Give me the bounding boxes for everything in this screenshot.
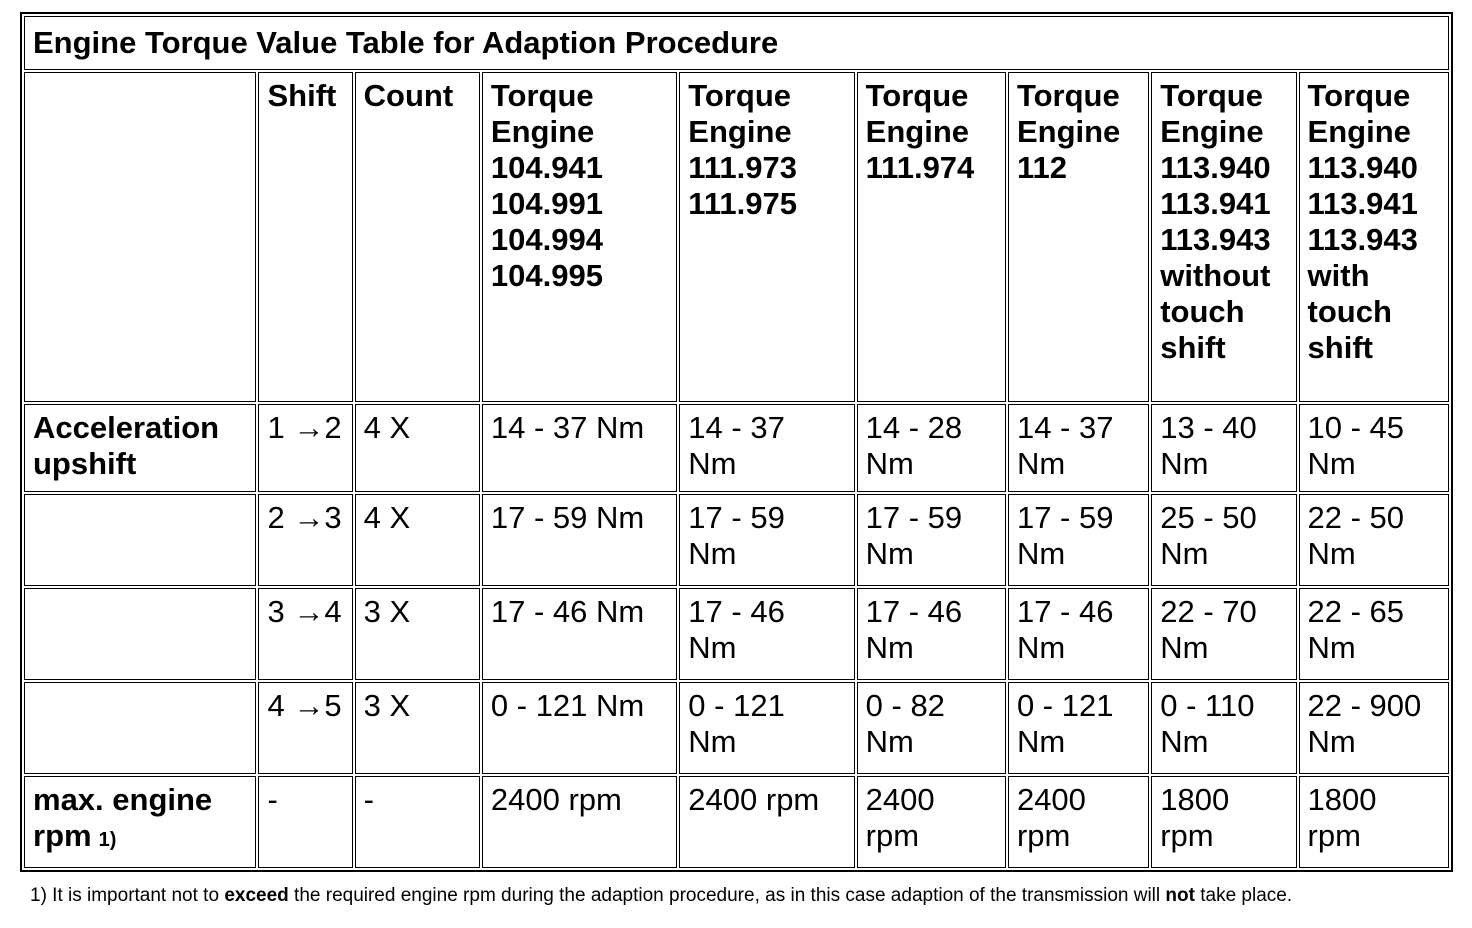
header-cell-engine-111-974: Torque Engine 111.974 <box>856 72 1006 402</box>
value-cell: 22 - 70 Nm <box>1151 588 1297 680</box>
value-cell: 0 - 121 Nm <box>1007 682 1150 774</box>
table-title: Engine Torque Value Table for Adaption P… <box>24 16 1449 70</box>
row-label-cell <box>24 588 257 680</box>
value-cell: 2400 rpm <box>856 776 1006 868</box>
shift-cell: 3 →4 <box>258 588 353 680</box>
value-cell: 17 - 59 Nm <box>481 494 678 586</box>
value-cell: 17 - 46 Nm <box>1007 588 1150 680</box>
footnote-bold-not: not <box>1165 885 1195 906</box>
value-cell: 2400 rpm <box>1007 776 1150 868</box>
shift-cell: 2 →3 <box>258 494 353 586</box>
value-cell: 14 - 28 Nm <box>856 404 1006 492</box>
value-cell: 2400 rpm <box>679 776 855 868</box>
row-label-cell <box>24 494 257 586</box>
value-cell: 22 - 65 Nm <box>1298 588 1449 680</box>
value-cell: 17 - 46 Nm <box>856 588 1006 680</box>
value-cell: 0 - 82 Nm <box>856 682 1006 774</box>
table-title-row: Engine Torque Value Table for Adaption P… <box>24 16 1449 70</box>
value-cell: 17 - 59 Nm <box>1007 494 1150 586</box>
footnote-text: take place. <box>1194 885 1293 906</box>
value-cell: 14 - 37 Nm <box>481 404 678 492</box>
footnote-ref: 1) <box>98 828 117 851</box>
value-cell: 22 - 900 Nm <box>1298 682 1449 774</box>
engine-torque-table: Engine Torque Value Table for Adaption P… <box>20 12 1453 872</box>
value-cell: 17 - 59 Nm <box>856 494 1006 586</box>
row-label-cell: Acceleration upshift <box>24 404 257 492</box>
value-cell: 17 - 46 Nm <box>679 588 855 680</box>
value-cell: 0 - 110 Nm <box>1151 682 1297 774</box>
row-label-cell <box>24 682 257 774</box>
value-cell: 17 - 59 Nm <box>679 494 855 586</box>
footnote-text: 1) It is important not to <box>30 885 225 906</box>
table-row-max-engine-rpm: max. engine rpm 1) - - 2400 rpm 2400 rpm … <box>24 776 1449 868</box>
row-label-cell: max. engine rpm 1) <box>24 776 257 868</box>
footnote-bold-exceed: exceed <box>224 885 289 906</box>
value-cell: 1800 rpm <box>1151 776 1297 868</box>
footnote-text: the required engine rpm during the adapt… <box>288 885 1166 906</box>
value-cell: 13 - 40 Nm <box>1151 404 1297 492</box>
value-cell: 14 - 37 Nm <box>1007 404 1150 492</box>
value-cell: 14 - 37 Nm <box>679 404 855 492</box>
value-cell: 22 - 50 Nm <box>1298 494 1449 586</box>
shift-cell: - <box>258 776 353 868</box>
header-cell-engine-113-with-touch-shift: Torque Engine 113.940 113.941 113.943 wi… <box>1298 72 1449 402</box>
header-cell-engine-112: Torque Engine 112 <box>1007 72 1150 402</box>
value-cell: 10 - 45 Nm <box>1298 404 1449 492</box>
header-cell-engine-111-973: Torque Engine 111.973 111.975 <box>679 72 855 402</box>
value-cell: 1800 rpm <box>1298 776 1449 868</box>
table-row-upshift-3-4: 3 →4 3 X 17 - 46 Nm 17 - 46 Nm 17 - 46 N… <box>24 588 1449 680</box>
count-cell: 4 X <box>354 494 480 586</box>
header-cell-shift: Shift <box>258 72 353 402</box>
row-label-text: max. engine rpm <box>33 782 213 853</box>
table-row-upshift-1-2: Acceleration upshift 1 →2 4 X 14 - 37 Nm… <box>24 404 1449 492</box>
table-header-row: Shift Count Torque Engine 104.941 104.99… <box>24 72 1449 402</box>
count-cell: 3 X <box>354 682 480 774</box>
count-cell: 4 X <box>354 404 480 492</box>
header-cell-rowlabel <box>24 72 257 402</box>
header-cell-count: Count <box>354 72 480 402</box>
table-row-upshift-4-5: 4 →5 3 X 0 - 121 Nm 0 - 121 Nm 0 - 82 Nm… <box>24 682 1449 774</box>
value-cell: 2400 rpm <box>481 776 678 868</box>
value-cell: 0 - 121 Nm <box>481 682 678 774</box>
value-cell: 25 - 50 Nm <box>1151 494 1297 586</box>
count-cell: 3 X <box>354 588 480 680</box>
footnote: 1) It is important not to exceed the req… <box>30 885 1472 908</box>
shift-cell: 1 →2 <box>258 404 353 492</box>
value-cell: 17 - 46 Nm <box>481 588 678 680</box>
header-cell-engine-113-without-touch-shift: Torque Engine 113.940 113.941 113.943 wi… <box>1151 72 1297 402</box>
header-cell-engine-104: Torque Engine 104.941 104.991 104.994 10… <box>481 72 678 402</box>
shift-cell: 4 →5 <box>258 682 353 774</box>
table-row-upshift-2-3: 2 →3 4 X 17 - 59 Nm 17 - 59 Nm 17 - 59 N… <box>24 494 1449 586</box>
value-cell: 0 - 121 Nm <box>679 682 855 774</box>
count-cell: - <box>354 776 480 868</box>
